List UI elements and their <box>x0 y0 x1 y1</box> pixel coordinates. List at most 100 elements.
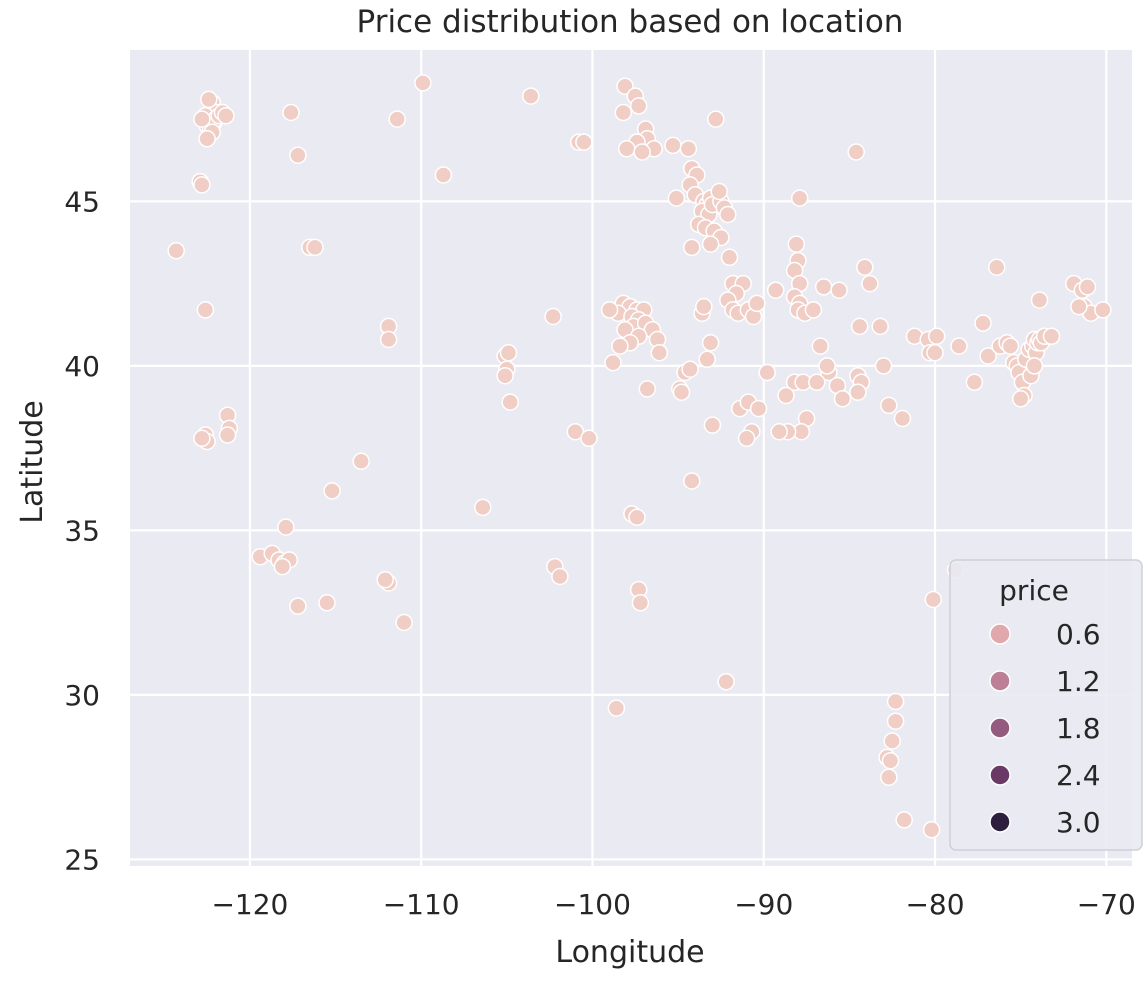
data-point <box>861 274 879 293</box>
data-point <box>790 189 809 207</box>
x-tick-label: −120 <box>211 888 288 921</box>
data-point <box>849 383 867 401</box>
data-point <box>604 353 622 372</box>
data-point <box>965 373 984 392</box>
scatter-points <box>167 74 1112 839</box>
data-point <box>856 258 874 276</box>
data-point <box>414 74 432 92</box>
data-point <box>874 357 893 375</box>
data-point <box>631 594 650 612</box>
y-tick-labels: 25 30 35 40 45 <box>64 185 100 876</box>
data-point <box>922 821 941 839</box>
data-point <box>1030 291 1049 309</box>
data-point <box>323 482 341 500</box>
data-point <box>950 337 968 355</box>
y-tick-label: 35 <box>64 514 100 547</box>
data-point <box>218 426 237 444</box>
data-point <box>544 307 562 326</box>
x-tick-label: −80 <box>905 888 964 921</box>
data-point <box>719 205 737 224</box>
data-point <box>496 366 514 385</box>
data-point <box>703 416 722 434</box>
data-point <box>575 133 593 151</box>
data-point <box>617 139 636 158</box>
data-point <box>698 350 716 369</box>
data-point <box>672 383 691 401</box>
data-point <box>607 699 626 717</box>
chart-title: Price distribution based on location <box>357 4 904 40</box>
data-point <box>1070 297 1088 316</box>
data-point <box>306 238 324 257</box>
legend-marker <box>989 623 1011 645</box>
data-point <box>707 110 725 128</box>
data-point <box>924 590 943 609</box>
data-point <box>814 278 833 296</box>
legend-marker <box>989 811 1011 833</box>
data-point <box>830 281 848 299</box>
data-point <box>193 429 211 448</box>
legend-label: 1.8 <box>1056 712 1101 745</box>
data-point <box>883 732 901 750</box>
data-point <box>289 146 307 165</box>
legend-label: 0.6 <box>1056 618 1101 651</box>
data-point <box>804 301 823 319</box>
data-point <box>758 363 776 382</box>
data-point <box>628 508 646 526</box>
x-tick-labels: −120 −110 −100 −90 −80 −70 <box>211 888 1135 921</box>
data-point <box>886 692 905 711</box>
data-point <box>282 103 300 122</box>
data-point <box>352 452 370 471</box>
data-point <box>167 241 185 260</box>
data-point <box>681 360 699 378</box>
data-point <box>979 347 997 365</box>
data-point <box>217 107 235 125</box>
data-point <box>273 557 292 576</box>
data-point <box>974 314 992 332</box>
data-point <box>737 429 756 448</box>
data-point <box>501 393 519 411</box>
data-point <box>633 143 651 161</box>
data-point <box>664 136 682 155</box>
data-point <box>748 294 766 313</box>
data-point <box>395 613 413 632</box>
data-point <box>198 130 216 148</box>
y-tick-label: 30 <box>64 679 100 712</box>
data-point <box>881 751 900 770</box>
data-point <box>927 327 946 346</box>
data-point <box>895 811 913 829</box>
data-point <box>499 343 518 362</box>
data-point <box>880 768 898 786</box>
data-point <box>551 567 569 586</box>
data-point <box>1001 337 1020 355</box>
data-point <box>893 409 912 428</box>
data-point <box>679 139 698 158</box>
data-point <box>200 90 218 109</box>
data-point <box>1094 301 1112 319</box>
legend-marker <box>989 670 1011 692</box>
y-tick-label: 40 <box>64 350 100 383</box>
data-point <box>926 343 944 362</box>
data-point <box>193 110 211 128</box>
data-point <box>650 343 669 362</box>
data-point <box>710 182 728 201</box>
data-point <box>289 597 307 615</box>
data-point <box>193 176 211 194</box>
data-point <box>629 97 648 115</box>
data-point <box>871 317 889 336</box>
data-point <box>701 334 720 352</box>
data-point <box>1042 327 1061 346</box>
legend-marker <box>989 764 1011 786</box>
data-point <box>847 143 865 161</box>
data-point <box>196 301 215 319</box>
y-tick-label: 45 <box>64 185 100 218</box>
data-point <box>787 235 806 253</box>
data-point <box>611 337 629 355</box>
legend: price 0.6 1.2 1.8 2.4 3.0 <box>949 559 1143 851</box>
data-point <box>580 429 598 448</box>
data-point <box>522 87 540 105</box>
data-point <box>695 297 713 316</box>
data-point <box>850 317 869 336</box>
data-point <box>474 498 492 517</box>
data-point <box>614 103 633 122</box>
